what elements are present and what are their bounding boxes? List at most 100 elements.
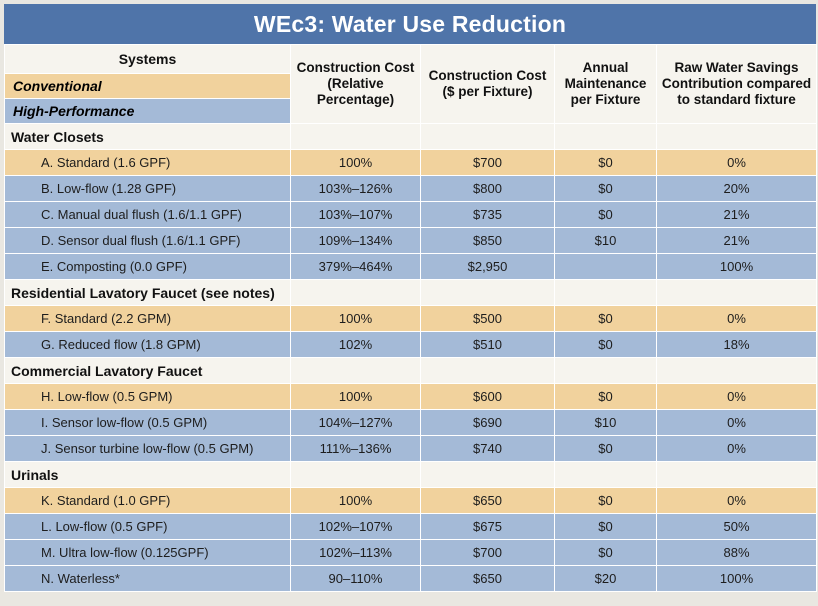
- maintenance-cell: $20: [554, 565, 657, 592]
- relative-cell: 102%–113%: [290, 539, 421, 566]
- maintenance-cell: $0: [554, 539, 657, 566]
- legend-row-conventional: Conventional: [4, 73, 817, 99]
- system-name-cell: J. Sensor turbine low-flow (0.5 GPM): [4, 435, 291, 462]
- legend-row-high-performance: High-Performance: [4, 98, 817, 124]
- section-label: Water Closets: [4, 123, 291, 150]
- savings-cell: 21%: [656, 201, 817, 228]
- section-empty-cell: [420, 461, 555, 488]
- section-empty-cell: [656, 279, 817, 306]
- table-body: Water Closets A. Standard (1.6 GPF) 100% $7…: [4, 123, 817, 592]
- system-name-cell: D. Sensor dual flush (1.6/1.1 GPF): [4, 227, 291, 254]
- cost-cell: $500: [420, 305, 555, 332]
- section-empty-cell: [420, 357, 555, 384]
- table-row: F. Standard (2.2 GPM) 100% $500 $0 0%: [4, 305, 817, 332]
- maintenance-cell: [554, 253, 657, 280]
- systems-header: Systems: [4, 44, 291, 74]
- cost-cell: $650: [420, 565, 555, 592]
- table-row: E. Composting (0.0 GPF) 379%–464% $2,950 10…: [4, 253, 817, 280]
- relative-cell: 100%: [290, 305, 421, 332]
- section-label: Urinals: [4, 461, 291, 488]
- table-row: H. Low-flow (0.5 GPM) 100% $600 $0 0%: [4, 383, 817, 410]
- system-name-cell: A. Standard (1.6 GPF): [4, 149, 291, 176]
- relative-cell: 103%–107%: [290, 201, 421, 228]
- maintenance-cell: $0: [554, 201, 657, 228]
- header-row: Systems Construction Cost (Relative Perc…: [4, 44, 817, 124]
- system-name-cell: M. Ultra low-flow (0.125GPF): [4, 539, 291, 566]
- cost-cell: $2,950: [420, 253, 555, 280]
- table-row: I. Sensor low-flow (0.5 GPM) 104%–127% $69…: [4, 409, 817, 436]
- cost-cell: $675: [420, 513, 555, 540]
- relative-cell: 104%–127%: [290, 409, 421, 436]
- savings-cell: 100%: [656, 253, 817, 280]
- section-empty-cell: [290, 461, 421, 488]
- system-name-cell: G. Reduced flow (1.8 GPM): [4, 331, 291, 358]
- savings-header: Raw Water Savings Contribution compared …: [656, 44, 817, 124]
- cost-cell: $800: [420, 175, 555, 202]
- maintenance-cell: $10: [554, 227, 657, 254]
- cost-cell: $740: [420, 435, 555, 462]
- savings-cell: 20%: [656, 175, 817, 202]
- relative-cell: 109%–134%: [290, 227, 421, 254]
- savings-cell: 0%: [656, 383, 817, 410]
- cost-dollars-header: Construction Cost ($ per Fixture): [420, 44, 555, 124]
- section-empty-cell: [420, 279, 555, 306]
- table-row: M. Ultra low-flow (0.125GPF) 102%–113% $70…: [4, 539, 817, 566]
- system-name-cell: N. Waterless*: [4, 565, 291, 592]
- cost-cell: $850: [420, 227, 555, 254]
- section-row: Urinals: [4, 461, 817, 488]
- section-empty-cell: [420, 123, 555, 150]
- section-empty-cell: [554, 461, 657, 488]
- relative-cell: 102%: [290, 331, 421, 358]
- relative-cell: 100%: [290, 487, 421, 514]
- maintenance-cell: $10: [554, 409, 657, 436]
- section-row: Water Closets: [4, 123, 817, 150]
- cost-cell: $700: [420, 539, 555, 566]
- legend-high-performance: High-Performance: [4, 98, 291, 124]
- maintenance-cell: $0: [554, 435, 657, 462]
- table-row: N. Waterless* 90–110% $650 $20 100%: [4, 565, 817, 592]
- cost-cell: $510: [420, 331, 555, 358]
- section-label: Residential Lavatory Faucet (see notes): [4, 279, 291, 306]
- table-row: K. Standard (1.0 GPF) 100% $650 $0 0%: [4, 487, 817, 514]
- section-empty-cell: [554, 279, 657, 306]
- system-name-cell: F. Standard (2.2 GPM): [4, 305, 291, 332]
- maintenance-header: Annual Maintenance per Fixture: [554, 44, 657, 124]
- maintenance-cell: $0: [554, 383, 657, 410]
- section-empty-cell: [656, 357, 817, 384]
- savings-cell: 100%: [656, 565, 817, 592]
- relative-cell: 102%–107%: [290, 513, 421, 540]
- relative-cell: 111%–136%: [290, 435, 421, 462]
- water-use-table: Systems Construction Cost (Relative Perc…: [4, 44, 817, 592]
- table-row: B. Low-flow (1.28 GPF) 103%–126% $800 $0 20%: [4, 175, 817, 202]
- savings-cell: 0%: [656, 487, 817, 514]
- section-empty-cell: [290, 357, 421, 384]
- relative-cell: 100%: [290, 383, 421, 410]
- section-row: Commercial Lavatory Faucet: [4, 357, 817, 384]
- cost-cell: $700: [420, 149, 555, 176]
- table-title: WEc3: Water Use Reduction: [4, 4, 816, 44]
- system-name-cell: I. Sensor low-flow (0.5 GPM): [4, 409, 291, 436]
- table-row: D. Sensor dual flush (1.6/1.1 GPF) 109%–1…: [4, 227, 817, 254]
- maintenance-cell: $0: [554, 305, 657, 332]
- savings-cell: 0%: [656, 149, 817, 176]
- table-row: C. Manual dual flush (1.6/1.1 GPF) 103%–1…: [4, 201, 817, 228]
- maintenance-cell: $0: [554, 331, 657, 358]
- savings-cell: 18%: [656, 331, 817, 358]
- section-empty-cell: [554, 123, 657, 150]
- system-name-cell: L. Low-flow (0.5 GPF): [4, 513, 291, 540]
- legend-conventional: Conventional: [4, 73, 291, 99]
- cost-cell: $735: [420, 201, 555, 228]
- relative-cell: 103%–126%: [290, 175, 421, 202]
- section-empty-cell: [656, 461, 817, 488]
- savings-cell: 50%: [656, 513, 817, 540]
- system-name-cell: B. Low-flow (1.28 GPF): [4, 175, 291, 202]
- table-row: A. Standard (1.6 GPF) 100% $700 $0 0%: [4, 149, 817, 176]
- savings-cell: 0%: [656, 435, 817, 462]
- cost-relative-header: Construction Cost (Relative Percentage): [290, 44, 421, 124]
- relative-cell: 100%: [290, 149, 421, 176]
- relative-cell: 379%–464%: [290, 253, 421, 280]
- section-empty-cell: [656, 123, 817, 150]
- maintenance-cell: $0: [554, 487, 657, 514]
- section-empty-cell: [290, 279, 421, 306]
